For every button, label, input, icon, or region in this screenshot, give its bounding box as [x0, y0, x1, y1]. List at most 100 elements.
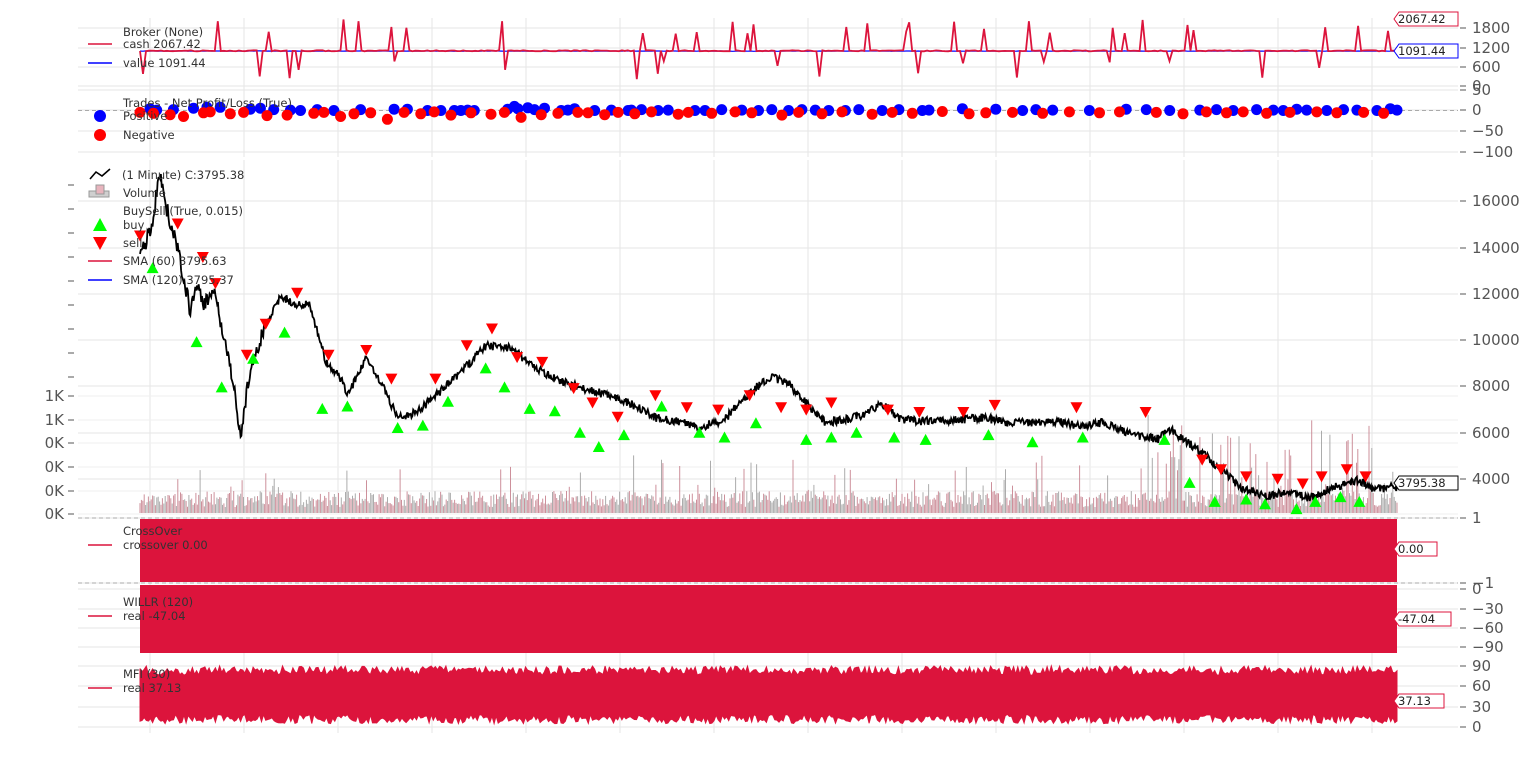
volume-tick-label: 1K	[45, 387, 66, 405]
trade-negative-point	[793, 106, 805, 118]
value-tag-box	[1393, 43, 1459, 59]
trade-positive-point	[1083, 105, 1095, 116]
sell-marker	[460, 340, 473, 352]
trade-negative-point	[646, 106, 657, 118]
sell-marker	[1070, 402, 1083, 414]
y-tick-label: 16000	[1472, 192, 1520, 210]
buy-marker	[1208, 495, 1221, 507]
trade-negative-point	[816, 108, 828, 120]
trade-negative-point	[1311, 106, 1323, 118]
y-tick-label: 4000	[1472, 470, 1510, 488]
value-tag-label: 1091.44	[1398, 44, 1446, 58]
trade-positive-point	[1321, 105, 1333, 116]
trade-positive-point	[853, 104, 865, 116]
trade-negative-point	[147, 107, 159, 119]
trade-negative-point	[178, 111, 189, 122]
legend-label: CrossOver	[123, 524, 182, 538]
trade-positive-point	[662, 104, 674, 116]
legend-label: Trades - Net Profit/Loss (True)	[122, 96, 292, 110]
y-tick-label: 0	[1472, 580, 1482, 598]
trade-negative-point	[706, 107, 718, 119]
y-tick-label: 0	[1472, 718, 1482, 736]
trade-positive-point	[188, 102, 199, 114]
buy-marker	[416, 419, 429, 431]
y-tick-label: −60	[1472, 619, 1504, 637]
sell-marker	[680, 402, 693, 414]
trade-negative-point	[1378, 107, 1390, 119]
legend-dot-swatch	[94, 129, 106, 141]
buy-marker	[1026, 436, 1039, 448]
trade-negative-point	[1094, 107, 1105, 119]
series-mfi-band	[139, 664, 1398, 726]
trade-negative-point	[582, 107, 594, 119]
buy-marker	[316, 402, 329, 414]
trade-positive-point	[388, 103, 400, 115]
buy-marker	[523, 402, 536, 414]
buy-marker	[1158, 433, 1171, 445]
sell-marker	[322, 349, 335, 361]
trade-positive-point	[1211, 104, 1222, 116]
legend-label: Broker (None)	[123, 25, 203, 39]
legend-label: Volume	[123, 186, 166, 200]
trade-negative-point	[1221, 107, 1232, 119]
trade-negative-point	[318, 106, 330, 118]
trade-negative-point	[682, 106, 694, 118]
trade-negative-point	[1007, 106, 1018, 118]
sell-marker	[712, 404, 725, 416]
trade-negative-point	[886, 106, 898, 118]
buy-marker	[498, 381, 511, 393]
sell-marker	[1359, 471, 1372, 483]
trade-negative-point	[672, 108, 684, 120]
buy-marker	[888, 431, 901, 443]
trade-negative-point	[335, 111, 347, 122]
trade-negative-point	[1200, 106, 1212, 118]
trade-negative-point	[398, 106, 410, 118]
legend-label: BuySell (True, 0.015)	[123, 204, 243, 218]
legend-label: Positive	[123, 109, 167, 123]
buy-marker	[1183, 476, 1196, 488]
trade-positive-point	[512, 103, 524, 115]
value-tag-box	[1393, 541, 1438, 557]
trade-negative-point	[1114, 106, 1125, 118]
trade-negative-point	[308, 107, 320, 119]
y-tick-label: −30	[1472, 600, 1504, 618]
buy-marker	[247, 352, 260, 364]
buy-marker	[749, 417, 762, 429]
buy-marker	[278, 326, 291, 338]
legend-volume-swatch	[95, 184, 105, 195]
trade-negative-point	[365, 107, 377, 119]
y-tick-label: 1200	[1472, 39, 1510, 57]
trade-positive-point	[1047, 104, 1059, 116]
value-tag-box	[1393, 693, 1445, 709]
trade-negative-point	[445, 109, 457, 121]
sell-marker	[485, 323, 498, 335]
buy-marker	[441, 395, 454, 407]
y-tick-label: 50	[1472, 81, 1491, 99]
y-tick-label: −90	[1472, 638, 1504, 656]
sell-marker	[134, 230, 146, 242]
trade-positive-point	[1164, 105, 1176, 116]
legend-label: WILLR (120)	[123, 595, 193, 609]
sell-marker	[611, 411, 624, 423]
trade-negative-point	[281, 109, 293, 121]
sell-marker	[1139, 406, 1152, 418]
trade-negative-point	[836, 106, 848, 118]
buy-marker	[1353, 495, 1366, 507]
buy-marker	[693, 426, 706, 438]
sell-marker	[1196, 454, 1209, 466]
trade-negative-point	[224, 108, 236, 120]
volume-tick-label: 0K	[45, 505, 66, 523]
buy-marker	[655, 400, 668, 412]
legend-label: sell	[123, 236, 142, 250]
y-tick-label: 600	[1472, 58, 1501, 76]
trade-negative-point	[980, 107, 992, 119]
trade-positive-point	[295, 105, 306, 116]
trade-positive-point	[1017, 105, 1029, 116]
legend-sell-swatch	[93, 237, 107, 250]
trade-negative-point	[572, 106, 584, 118]
sell-marker	[1340, 464, 1353, 476]
trade-negative-point	[415, 108, 427, 120]
legend-label: crossover 0.00	[123, 538, 208, 552]
trade-positive-point	[1140, 104, 1152, 116]
